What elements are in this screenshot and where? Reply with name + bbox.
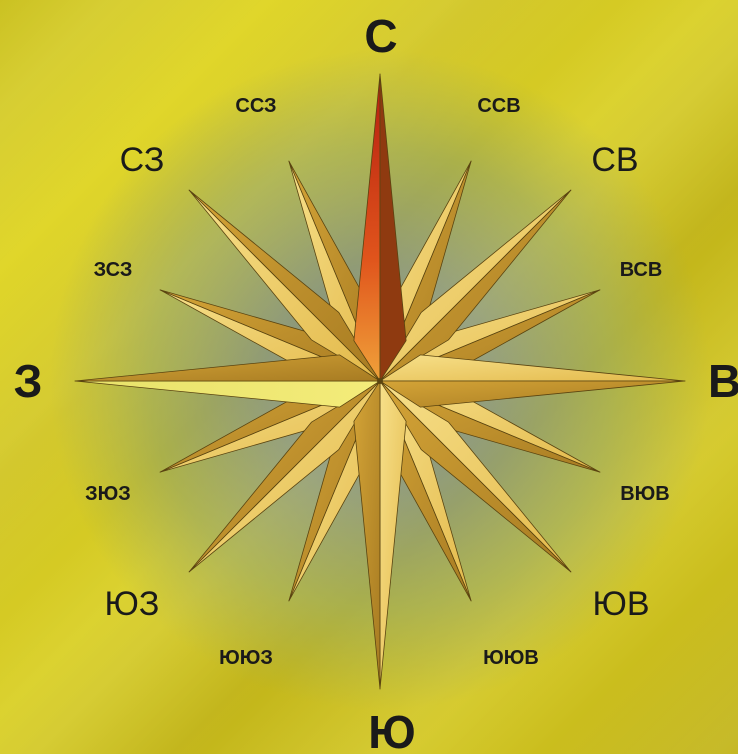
label-southeast: ЮВ <box>592 585 650 623</box>
label-nne: ССВ <box>477 95 521 117</box>
label-south: Ю <box>368 706 416 754</box>
point-south-right-facet <box>353 380 381 690</box>
point-north-right-facet <box>379 73 407 382</box>
point-east-right-facet <box>379 380 686 408</box>
center-hub <box>377 378 383 384</box>
label-north: С <box>364 10 398 62</box>
label-northwest: СЗ <box>119 141 165 179</box>
point-north-left-facet <box>353 73 381 382</box>
label-sse: ЮЮВ <box>483 647 539 669</box>
label-east: В <box>708 355 738 407</box>
label-northeast: СВ <box>591 141 639 179</box>
label-wsw: ЗЮЗ <box>85 483 131 505</box>
label-nnw: ССЗ <box>235 95 277 117</box>
label-ese: ВЮВ <box>620 483 670 505</box>
star-points <box>74 73 686 690</box>
label-ssw: ЮЮЗ <box>219 647 273 669</box>
label-ene: ВСВ <box>619 259 663 281</box>
point-south-left-facet <box>379 380 407 690</box>
point-west-right-facet <box>74 354 381 382</box>
label-west: З <box>13 355 43 407</box>
label-wnw: ЗСЗ <box>93 259 133 281</box>
point-west-left-facet <box>74 380 381 408</box>
point-east-left-facet <box>379 354 686 382</box>
label-southwest: ЮЗ <box>104 585 160 623</box>
